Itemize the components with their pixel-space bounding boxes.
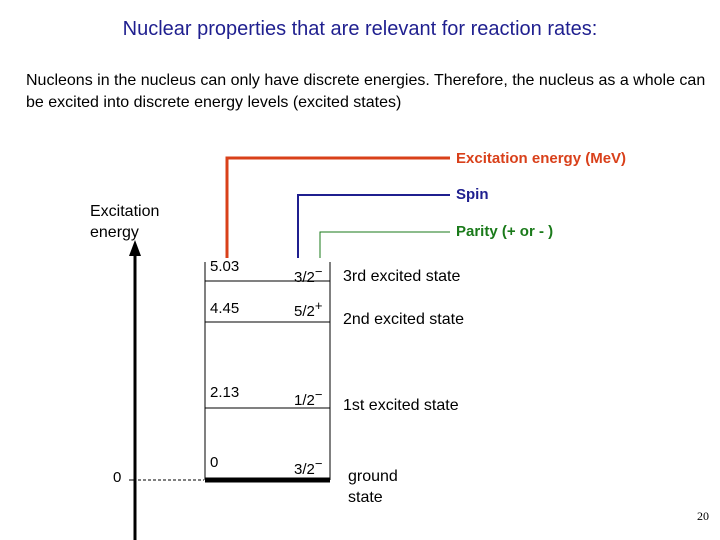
spin-bracket-line bbox=[297, 194, 450, 258]
legend-energy-label: Excitation energy (MeV) bbox=[456, 150, 627, 167]
level-parity-2nd: + bbox=[314, 298, 323, 313]
level-state-1st: 1st excited state bbox=[343, 397, 459, 414]
level-parity-ground: − bbox=[314, 456, 323, 471]
level-state-ground: ground state bbox=[348, 468, 398, 506]
level-energy-ground: 0 bbox=[210, 454, 219, 471]
parity-bracket-line bbox=[319, 231, 450, 258]
energy-bracket-line bbox=[225, 156, 450, 258]
intro-paragraph: Nucleons in the nucleus can only have di… bbox=[26, 72, 706, 111]
legend-spin-label: Spin bbox=[456, 186, 489, 203]
axis-zero-label: 0 bbox=[113, 469, 122, 486]
legend-parity-label: Parity (+ or - ) bbox=[456, 223, 554, 240]
axis-label: Excitation energy bbox=[90, 203, 160, 241]
level-energy-1st: 2.13 bbox=[210, 384, 240, 401]
level-parity-3rd: − bbox=[314, 264, 323, 279]
level-state-3rd: 3rd excited state bbox=[343, 268, 461, 285]
level-spin-3rd: 3/2− bbox=[294, 264, 323, 286]
page-number: 20 bbox=[697, 509, 709, 523]
level-spin-ground: 3/2− bbox=[294, 456, 323, 478]
level-parity-1st: − bbox=[314, 387, 323, 402]
level-energy-2nd: 4.45 bbox=[210, 300, 240, 317]
level-energy-3rd: 5.03 bbox=[210, 258, 240, 275]
level-state-2nd: 2nd excited state bbox=[343, 311, 464, 328]
level-spin-1st: 1/2− bbox=[294, 387, 323, 409]
level-spin-2nd: 5/2+ bbox=[294, 298, 323, 320]
axis-arrowhead bbox=[129, 240, 141, 256]
slide-title: Nuclear properties that are relevant for… bbox=[122, 18, 598, 40]
